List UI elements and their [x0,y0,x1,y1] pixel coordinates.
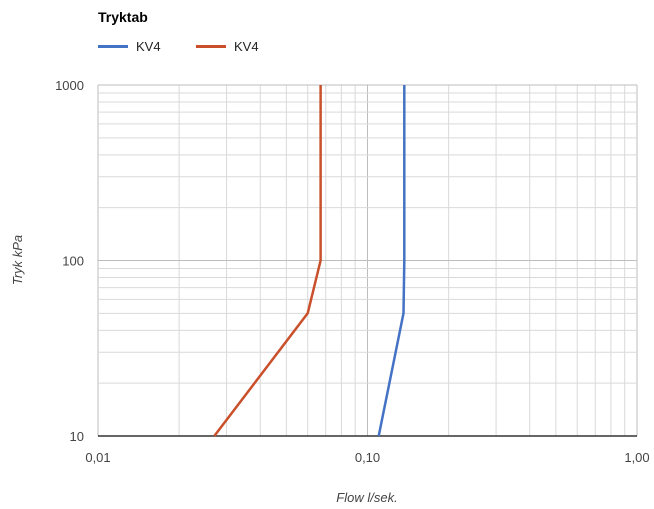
y-tick-label-1: 100 [62,254,84,269]
x-tick-label-2: 1,00 [624,450,649,465]
chart-title: Tryktab [98,9,148,25]
x-tick-label-1: 0,10 [355,450,380,465]
legend-swatch-series-2 [196,45,226,48]
series-group [213,85,406,437]
legend-item-series-2: KV4 [196,39,259,54]
y-tick-label-2: 1000 [55,78,84,93]
tick-labels: 0,01 0,10 1,00 10 100 1000 [55,78,650,465]
series-line-2 [213,85,322,437]
x-axis-label: Flow l/sek. [336,490,397,505]
grid [97,84,638,437]
legend-label-series-1: KV4 [136,39,161,54]
x-tick-label-0: 0,01 [85,450,110,465]
legend-swatch-series-1 [98,45,128,48]
series-line-1 [377,85,406,437]
legend-label-series-2: KV4 [234,39,259,54]
y-tick-label-0: 10 [70,429,84,444]
y-axis-label: Tryk kPa [10,235,25,285]
legend-item-series-1: KV4 [98,39,161,54]
